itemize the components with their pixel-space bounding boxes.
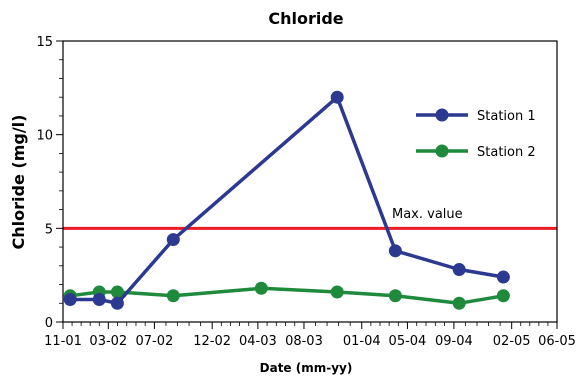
data-point-station-1 <box>110 296 124 310</box>
x-tick-label: 06-05 <box>538 334 576 349</box>
x-tick-label: 05-04 <box>389 334 427 349</box>
x-tick-label: 02-05 <box>493 334 531 349</box>
y-tick-label: 15 <box>36 35 53 50</box>
data-point-station-1 <box>63 293 77 307</box>
max-value-label: Max. value <box>392 207 463 222</box>
x-tick-label: 03-02 <box>89 334 127 349</box>
x-tick-label: 08-03 <box>285 334 323 349</box>
data-point-station-2 <box>110 285 124 299</box>
data-point-station-1 <box>388 244 402 258</box>
y-tick-label: 5 <box>45 222 53 237</box>
x-tick-label: 09-04 <box>435 334 473 349</box>
x-tick-label: 12-02 <box>193 334 231 349</box>
chart-title: Chloride <box>268 9 343 28</box>
x-tick-label: 07-02 <box>136 334 174 349</box>
x-tick-label: 04-03 <box>239 334 277 349</box>
data-point-station-2 <box>166 289 180 303</box>
data-point-station-2 <box>254 281 268 295</box>
legend-marker <box>435 144 449 158</box>
data-point-station-2 <box>388 289 402 303</box>
data-series <box>63 90 510 310</box>
legend-item-station-1: Station 1 <box>416 108 536 124</box>
y-tick-label: 0 <box>45 316 53 331</box>
legend-label: Station 2 <box>477 145 536 160</box>
x-tick-label: 11-01 <box>44 334 82 349</box>
y-axis-label: Chloride (mg/l) <box>9 115 28 250</box>
series-station-1 <box>63 90 510 310</box>
data-point-station-1 <box>92 293 106 307</box>
x-axis-ticks: 11-01 03-02 07-02 12-02 04-03 08-03 01-04 05-04… <box>44 322 576 349</box>
x-axis-label: Date (mm-yy) <box>260 361 353 375</box>
data-point-station-1 <box>452 263 466 277</box>
chart-legend: Station 1 Station 2 <box>416 108 536 160</box>
legend-marker <box>435 108 449 122</box>
data-point-station-2 <box>452 296 466 310</box>
data-point-station-2 <box>496 289 510 303</box>
data-point-station-1 <box>166 233 180 247</box>
legend-label: Station 1 <box>477 109 536 124</box>
plot-frame <box>62 40 558 323</box>
y-tick-label: 10 <box>36 129 53 144</box>
data-point-station-1 <box>330 90 344 104</box>
y-axis-ticks: 0 5 10 15 <box>36 35 63 331</box>
data-point-station-1 <box>496 270 510 284</box>
legend-item-station-2: Station 2 <box>416 144 536 160</box>
x-tick-label: 01-04 <box>343 334 381 349</box>
data-point-station-2 <box>330 285 344 299</box>
